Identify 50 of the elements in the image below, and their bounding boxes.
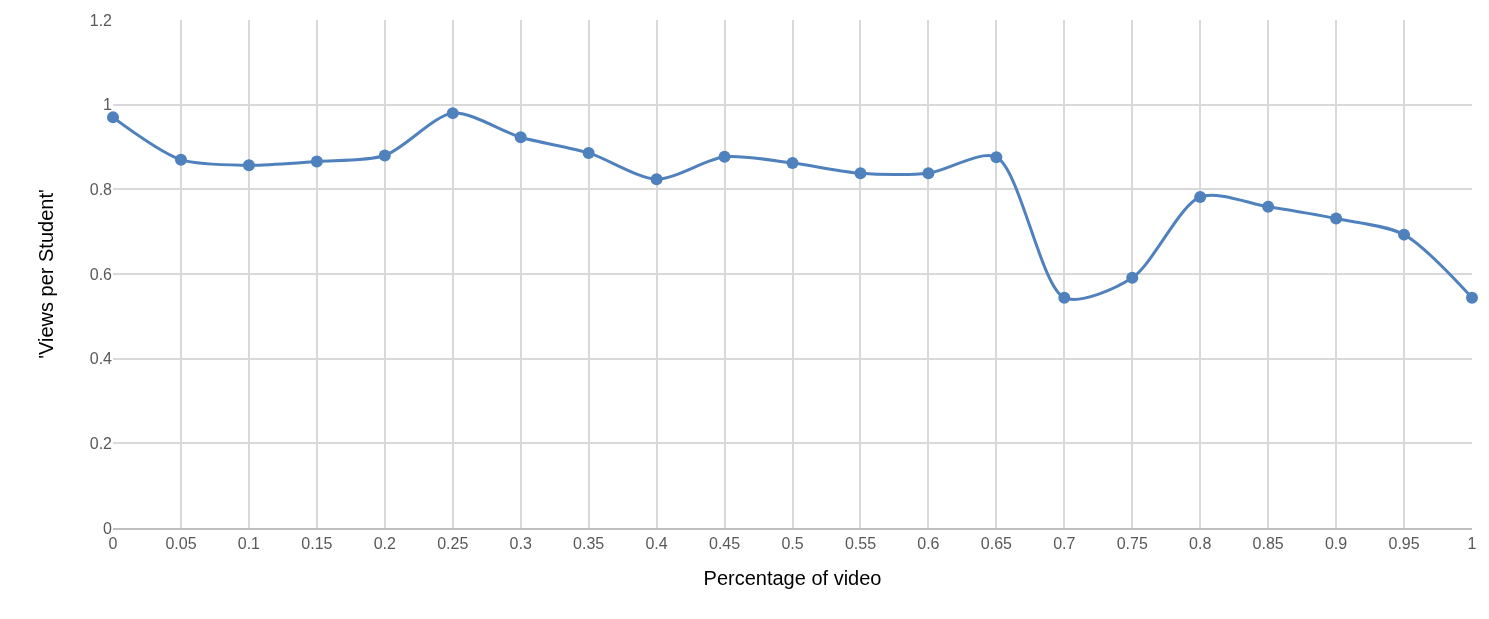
x-tick-label: 0.5 (781, 534, 804, 552)
x-tick-label: 0.35 (573, 534, 605, 552)
point (378, 149, 391, 162)
x-tick-label: 0.45 (708, 534, 741, 552)
y-tick-label: 0.4 (89, 350, 113, 368)
point (922, 167, 935, 180)
x-tick-label: 0.3 (509, 534, 532, 552)
point (1330, 212, 1343, 225)
x-tick-label: 1 (1467, 534, 1477, 552)
x-tick-label: 0.2 (373, 534, 397, 552)
y-tick-label: 1.2 (89, 11, 113, 29)
x-tick-label: 0.9 (1324, 534, 1348, 552)
x-tick-label: 0.7 (1053, 534, 1076, 552)
point (107, 111, 119, 124)
point (1194, 190, 1207, 203)
x-tick-label: 0.25 (437, 534, 469, 552)
y-tick-label: 0 (103, 519, 113, 537)
x-tick-label: 0.05 (165, 534, 197, 552)
x-tick-label: 0.8 (1189, 534, 1212, 552)
x-tick-label: 0.95 (1388, 534, 1420, 552)
y-tick-label: 0.8 (89, 180, 113, 198)
point (174, 153, 187, 166)
y-axis-title: 'Views per Student' (35, 189, 58, 359)
point (1262, 200, 1275, 213)
point (582, 146, 595, 159)
point (1126, 271, 1139, 284)
point (786, 157, 799, 170)
x-tick-label: 0.55 (844, 534, 877, 552)
point (718, 150, 731, 163)
y-tick-label: 0.2 (89, 434, 113, 452)
point (990, 151, 1003, 164)
point (514, 131, 527, 144)
x-tick-label: 0.65 (980, 534, 1013, 552)
y-tick-label: 0.6 (89, 265, 113, 283)
x-tick-label: 0.6 (917, 534, 940, 552)
x-axis-title: Percentage of video (703, 566, 882, 589)
point (854, 167, 867, 180)
point (242, 159, 255, 172)
x-tick-label: 0.85 (1252, 534, 1284, 552)
point (1466, 291, 1478, 304)
x-tick-label: 0.4 (645, 534, 668, 552)
x-tick-label: 0.1 (237, 534, 261, 552)
x-tick-label: 0.75 (1116, 534, 1148, 552)
y-tick-label: 1 (103, 96, 113, 114)
point (446, 107, 459, 120)
point (310, 155, 323, 168)
point (650, 173, 663, 186)
point (1398, 228, 1411, 241)
x-tick-label: 0.15 (301, 534, 333, 552)
point (1058, 291, 1071, 304)
